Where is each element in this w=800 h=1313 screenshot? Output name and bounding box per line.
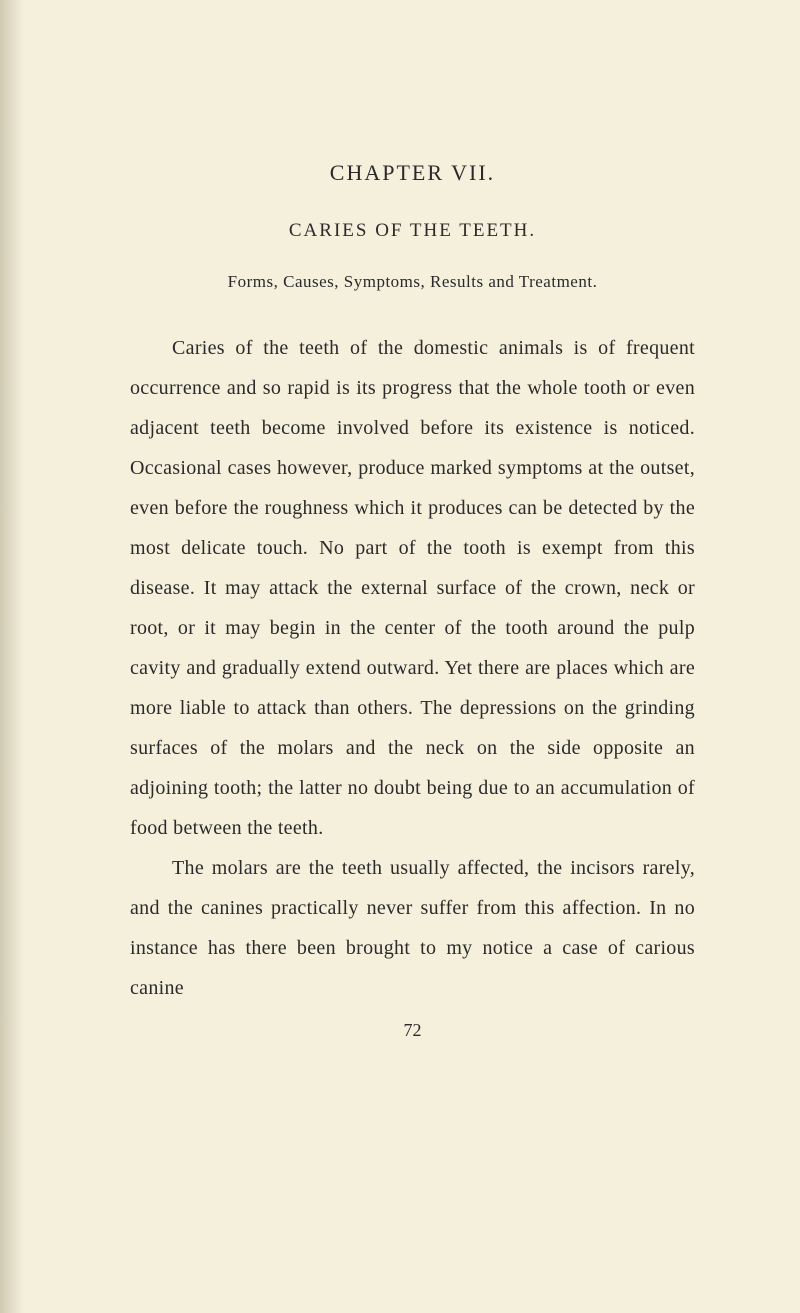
paragraph-2: The molars are the teeth usually affecte… [130,848,695,1008]
section-title: CARIES OF THE TEETH. [130,220,695,242]
chapter-title: CHAPTER VII. [130,160,695,186]
page-number: 72 [130,1020,695,1041]
paragraph-1: Caries of the teeth of the domestic anim… [130,328,695,848]
page-content: CHAPTER VII. CARIES OF THE TEETH. Forms,… [0,0,800,1101]
subtitle: Forms, Causes, Symptoms, Results and Tre… [130,272,695,292]
page-shadow [0,0,24,1313]
